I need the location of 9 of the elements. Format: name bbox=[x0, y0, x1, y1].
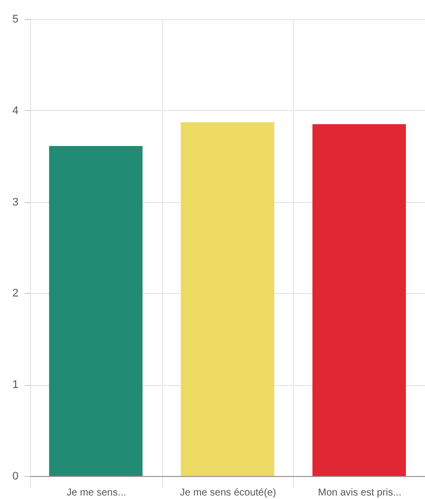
y-tick-label: 4 bbox=[12, 104, 18, 117]
y-tick-label: 1 bbox=[12, 379, 18, 392]
y-tick-label: 0 bbox=[12, 470, 18, 482]
y-tick-label: 3 bbox=[12, 196, 18, 208]
x-tick-label: Je me sens écouté(e) bbox=[180, 488, 276, 498]
y-tick-label: 5 bbox=[12, 14, 18, 26]
x-tick-label: Mon avis est pris... bbox=[318, 488, 402, 498]
y-tick-label: 2 bbox=[12, 288, 18, 300]
x-tick-label: Je me sens... bbox=[66, 488, 126, 498]
